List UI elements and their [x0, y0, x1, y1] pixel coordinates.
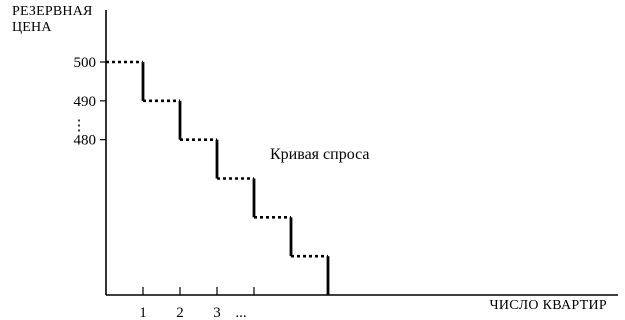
- y-axis-label-line-1: РЕЗЕРВНАЯ: [12, 4, 93, 19]
- x-tick-label: 1: [139, 305, 147, 320]
- series-label-demand-curve: Кривая спроса: [270, 146, 370, 163]
- x-tick-label: 2: [176, 305, 184, 320]
- y-axis-label-line-2: ЦЕНА: [12, 20, 52, 35]
- y-tick-label: 500: [74, 55, 97, 71]
- y-tick-label-ellipsis: ⋮: [72, 118, 87, 134]
- x-tick-label: ...: [235, 305, 246, 320]
- y-tick-label: 480: [74, 133, 97, 149]
- x-tick-label: 3: [213, 305, 221, 320]
- x-axis-label: ЧИСЛО КВАРТИР: [489, 298, 607, 313]
- y-tick-label: 490: [74, 94, 97, 110]
